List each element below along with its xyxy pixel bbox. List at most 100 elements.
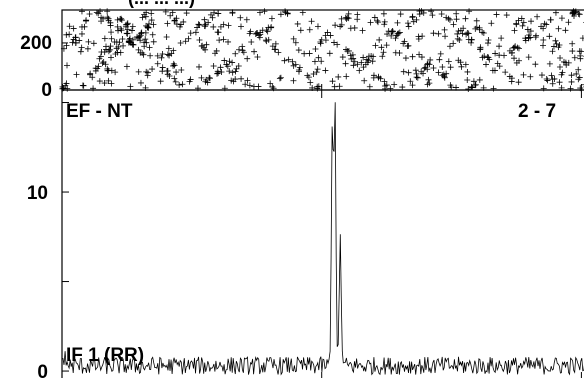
scatter-point — [412, 67, 419, 74]
scatter-point — [496, 63, 503, 70]
scatter-point — [315, 54, 322, 61]
scatter-point — [314, 23, 321, 30]
scatter-point — [453, 16, 460, 23]
scatter-point — [244, 55, 251, 62]
scatter-point — [356, 67, 363, 74]
scatter-point — [163, 34, 170, 41]
scatter-point — [441, 74, 448, 81]
scatter-point — [428, 8, 435, 15]
scatter-point — [407, 78, 414, 85]
scatter-point — [484, 40, 491, 47]
scatter-point — [344, 48, 351, 55]
scatter-point — [453, 10, 460, 17]
scatter-point — [518, 15, 525, 22]
scatter-point — [177, 40, 184, 47]
scatter-point — [246, 82, 253, 89]
scatter-point — [268, 15, 275, 22]
scatter-point — [462, 15, 469, 22]
scatter-point — [277, 74, 284, 81]
scatter-point — [318, 58, 325, 65]
scatter-point — [405, 23, 412, 30]
scatter-point — [427, 56, 434, 63]
scatter-point — [225, 38, 232, 45]
scatter-point — [124, 21, 131, 28]
scatter-point — [399, 84, 406, 91]
scatter-point — [496, 43, 503, 50]
scatter-point — [508, 49, 515, 56]
scatter-point — [555, 25, 562, 32]
scatter-point — [343, 73, 350, 80]
scatter-point — [556, 41, 563, 48]
scatter-point — [437, 50, 444, 57]
scatter-point — [544, 77, 551, 84]
scatter-point — [134, 35, 141, 42]
scatter-point — [491, 67, 498, 74]
scatter-point — [150, 21, 157, 28]
scatter-point — [548, 72, 555, 79]
scatter-point — [443, 14, 450, 21]
scatter-point — [150, 38, 157, 45]
scatter-point — [170, 47, 177, 54]
scatter-point — [101, 80, 108, 87]
scatter-point — [221, 57, 228, 64]
scatter-point — [488, 20, 495, 27]
scatter-point — [380, 10, 387, 17]
scatter-point — [310, 71, 317, 78]
scatter-point — [207, 11, 214, 18]
scatter-point — [472, 82, 479, 89]
scatter-point — [164, 68, 171, 75]
scatter-point — [173, 21, 180, 28]
scatter-point — [100, 59, 107, 66]
scatter-point — [527, 73, 534, 80]
scatter-point — [95, 63, 102, 70]
scatter-point — [569, 40, 576, 47]
scatter-point — [572, 8, 579, 15]
scatter-point — [104, 65, 111, 72]
scatter-point — [374, 19, 381, 26]
scatter-point — [418, 54, 425, 61]
scatter-point — [528, 18, 535, 25]
y-tick-label: 10 — [27, 183, 48, 204]
scatter-point — [540, 42, 547, 49]
scatter-point — [290, 62, 297, 69]
scatter-point — [450, 21, 457, 28]
scatter-point — [424, 66, 431, 73]
scatter-point — [506, 73, 513, 80]
scatter-point — [513, 20, 520, 27]
scatter-point — [172, 78, 179, 85]
scatter-point — [117, 15, 124, 22]
scatter-point — [368, 53, 375, 60]
scatter-point — [129, 36, 136, 43]
scatter-point — [466, 8, 473, 15]
scatter-point — [360, 54, 367, 61]
scatter-point — [87, 71, 94, 78]
scatter-point — [141, 11, 148, 18]
scatter-point — [143, 22, 150, 29]
scatter-point — [383, 42, 390, 49]
scatter-point — [519, 22, 526, 29]
scatter-point — [209, 14, 216, 21]
scatter-point — [130, 41, 137, 48]
scatter-point — [401, 38, 408, 45]
scatter-point — [60, 45, 67, 52]
scatter-point — [251, 48, 258, 55]
scatter-point — [146, 44, 153, 51]
scatter-point — [349, 51, 356, 58]
y-tick-label: 0 — [37, 362, 48, 378]
scatter-point — [127, 83, 134, 90]
scatter-point — [306, 50, 313, 57]
scatter-point — [424, 60, 431, 67]
scatter-point — [476, 26, 483, 33]
scatter-point — [92, 67, 99, 74]
scatter-point — [154, 60, 161, 67]
scatter-point — [558, 15, 565, 22]
scatter-point — [108, 54, 114, 61]
scatter-point — [277, 11, 284, 18]
scatter-point — [173, 69, 180, 76]
scatter-point — [358, 59, 365, 66]
scatter-point — [167, 12, 174, 19]
scatter-point — [186, 78, 193, 85]
scatter-point — [447, 82, 454, 89]
scatter-point — [381, 78, 388, 85]
scatter-point — [513, 59, 520, 66]
